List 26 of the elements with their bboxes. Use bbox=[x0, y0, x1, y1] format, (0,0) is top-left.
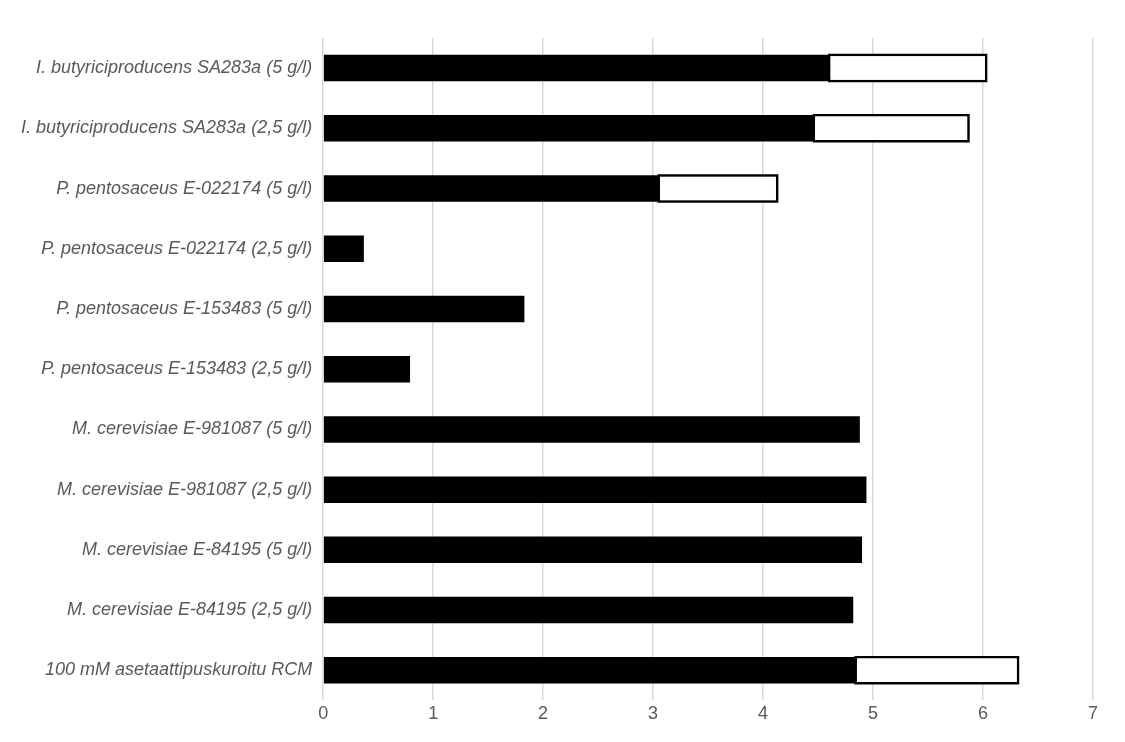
y-tick-label: M. cerevisiae E-84195 (2,5 g/l) bbox=[67, 599, 313, 620]
x-tick-label: 0 bbox=[318, 703, 329, 724]
y-tick-label: I. butyriciproducens SA283a (5 g/l) bbox=[36, 57, 313, 78]
y-tick-label: M. cerevisiae E-981087 (5 g/l) bbox=[72, 418, 313, 439]
y-tick-label: P. pentosaceus E-153483 (2,5 g/l) bbox=[41, 358, 313, 379]
y-tick-label: I. butyriciproducens SA283a (2,5 g/l) bbox=[21, 117, 313, 138]
bar bbox=[323, 596, 854, 624]
bar bbox=[323, 416, 860, 443]
bar bbox=[323, 355, 411, 383]
x-tick-label: 4 bbox=[758, 703, 769, 724]
x-tick-label: 1 bbox=[428, 703, 439, 724]
y-tick-label: M. cerevisiae E-84195 (5 g/l) bbox=[82, 538, 313, 559]
y-tick-label: M. cerevisiae E-981087 (2,5 g/l) bbox=[57, 478, 313, 499]
x-tick-label: 5 bbox=[868, 703, 879, 724]
x-tick-label: 6 bbox=[978, 703, 989, 724]
bar bbox=[323, 536, 863, 564]
bar bbox=[323, 295, 525, 323]
y-tick-label: P. pentosaceus E-022174 (5 g/l) bbox=[56, 177, 313, 198]
x-tick-label: 3 bbox=[648, 703, 659, 724]
x-tick-label: 7 bbox=[1087, 703, 1099, 724]
bar bbox=[323, 476, 867, 503]
y-tick-label: P. pentosaceus E-022174 (2,5 g/l) bbox=[41, 237, 313, 258]
bar bbox=[323, 235, 364, 263]
y-tick-label: 100 mM asetaattipuskuroitu RCM bbox=[45, 659, 313, 680]
y-tick-label: P. pentosaceus E-153483 (5 g/l) bbox=[56, 297, 313, 318]
x-tick-label: 2 bbox=[538, 703, 549, 724]
